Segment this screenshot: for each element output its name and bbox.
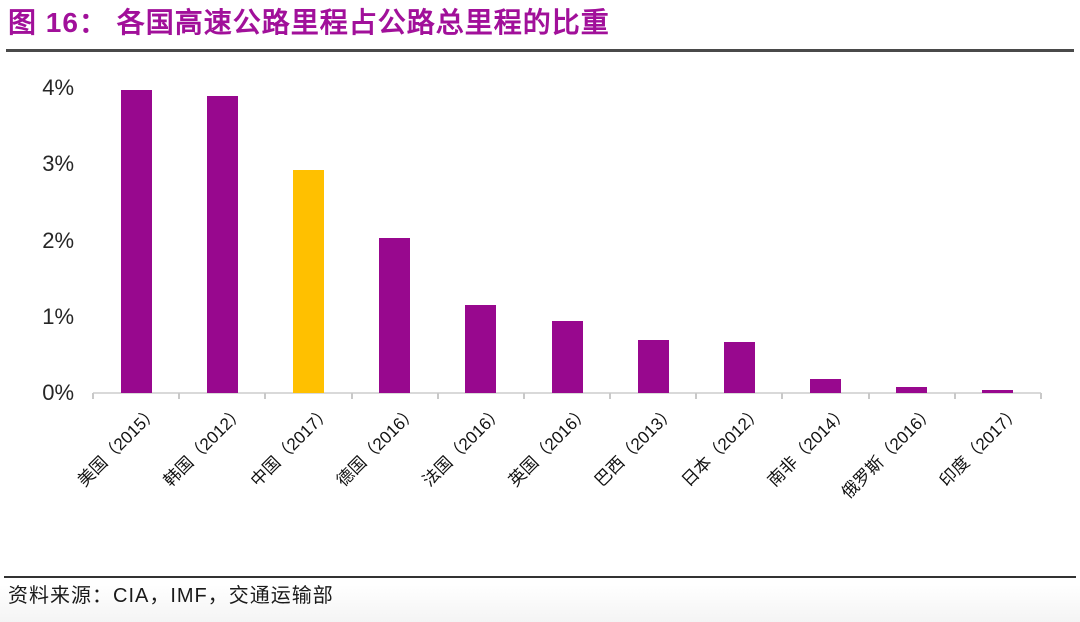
x-axis-tick — [953, 393, 956, 399]
y-tick-label: 0% — [42, 380, 74, 405]
bar-韩国（2012） — [207, 96, 238, 393]
x-axis-tick — [695, 393, 698, 399]
y-tick-label: 2% — [42, 227, 74, 253]
x-tick-label: 南非（2014） — [763, 402, 852, 491]
x-axis-tick — [522, 393, 525, 399]
x-axis-tick — [609, 393, 612, 399]
x-axis-tick — [178, 393, 181, 399]
x-axis-tick — [867, 393, 870, 399]
x-axis-line — [93, 392, 1041, 394]
bar-南非（2014） — [810, 379, 841, 393]
bar-法国（2016） — [465, 305, 496, 393]
x-tick-label: 日本（2012） — [677, 402, 766, 491]
bar-德国（2016） — [379, 238, 410, 393]
x-axis-tick — [436, 393, 439, 399]
x-axis-tick — [350, 393, 353, 399]
x-axis-tick — [264, 393, 267, 399]
source-note: 资料来源：CIA，IMF，交通运输部 — [8, 585, 334, 607]
x-axis-tick — [781, 393, 784, 399]
x-tick-label: 巴西（2013） — [591, 402, 680, 491]
x-tick-label: 法国（2016） — [418, 402, 508, 491]
bar-日本（2012） — [724, 342, 755, 393]
bar-巴西（2013） — [638, 340, 669, 393]
title-divider — [6, 49, 1074, 52]
x-tick-label: 俄罗斯（2016） — [837, 402, 939, 503]
bar-中国（2017） — [293, 170, 324, 393]
x-tick-label: 韩国（2012） — [160, 402, 249, 491]
y-tick-label: 4% — [42, 75, 74, 100]
x-tick-label: 德国（2016） — [332, 402, 422, 491]
bar-俄罗斯（2016） — [896, 387, 927, 393]
footer-divider — [4, 576, 1076, 578]
x-tick-label: 英国（2016） — [505, 402, 594, 491]
bar-印度（2017） — [982, 390, 1013, 393]
y-tick-label: 1% — [42, 303, 74, 329]
x-axis-tick — [92, 393, 94, 399]
x-tick-label: 印度（2017） — [936, 402, 1025, 491]
y-tick-label: 3% — [42, 151, 74, 177]
x-tick-label: 美国（2015） — [74, 402, 163, 491]
figure-title: 图 16： 各国高速公路里程占公路总里程的比重 — [8, 7, 610, 38]
bar-英国（2016） — [552, 321, 583, 393]
x-tick-label: 中国（2017） — [246, 402, 335, 491]
bar-美国（2015） — [121, 90, 152, 393]
x-axis-tick — [1040, 393, 1042, 399]
